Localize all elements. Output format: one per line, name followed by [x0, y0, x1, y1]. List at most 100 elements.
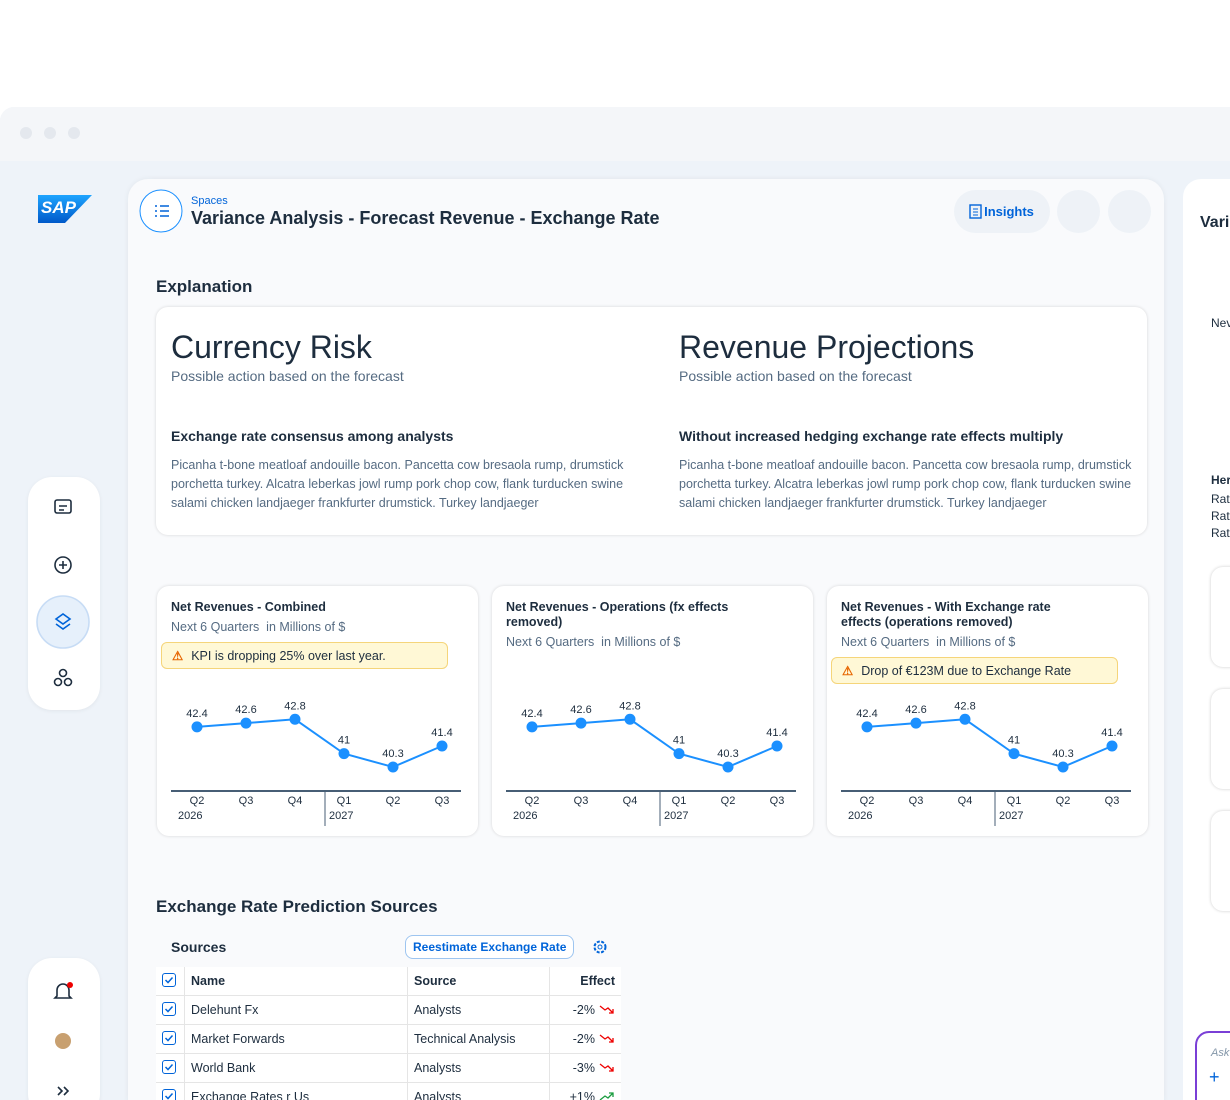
data-label: 42.8: [954, 700, 975, 712]
x-tick-label: Q2: [721, 795, 736, 807]
checkbox[interactable]: [162, 972, 176, 987]
data-label: 40.3: [717, 748, 738, 760]
data-label: 42.8: [284, 700, 305, 712]
data-point: [624, 713, 636, 725]
checkbox[interactable]: [162, 1001, 176, 1016]
data-point: [387, 761, 399, 773]
breadcrumb[interactable]: Spaces: [191, 195, 228, 207]
panel-text: Nev: [1211, 316, 1230, 330]
table-cell: World Bank: [184, 1053, 408, 1083]
nav-group: [28, 477, 100, 710]
toolbar-title: Sources: [171, 939, 227, 955]
series-line: [196, 718, 443, 769]
data-point: [436, 740, 448, 752]
card-heading: Exchange rate consensus among analysts: [171, 428, 454, 444]
explanation-card: Currency Risk Possible action based on th…: [156, 307, 1147, 535]
data-point: [240, 717, 252, 729]
explanation-column: Revenue Projections Possible action based…: [679, 329, 1149, 513]
x-group-label: 2027: [999, 810, 1023, 822]
cell-text: World Bank: [191, 1061, 256, 1075]
x-tick-label: Q3: [239, 795, 254, 807]
cell-text: Analysts: [414, 1090, 462, 1100]
table-cell: Exchange Rates r Us: [184, 1082, 408, 1100]
panel-line: Rat: [1211, 509, 1230, 523]
x-tick-label: Q4: [958, 795, 973, 807]
ask-input[interactable]: Ask +: [1195, 1031, 1230, 1100]
chart-subtitle: Next 6 Quarters in Millions of $: [506, 635, 681, 649]
column-header: Effect: [549, 967, 621, 996]
logo[interactable]: SAP: [38, 195, 92, 223]
cell-text: Analysts: [414, 1003, 462, 1017]
cell-text: Analysts: [414, 1061, 462, 1075]
header-checkbox-cell: [156, 967, 185, 996]
icon-button[interactable]: [1057, 190, 1100, 233]
check: [164, 976, 174, 984]
settings-button[interactable]: [590, 937, 610, 957]
line-chart: Q2 2026 Q3 Q4 Q1 2027 Q2 Q3 42.4 42.6 42.8 41 40.3 41…: [506, 700, 796, 826]
card-heading: Without increased hedging exchange rate …: [679, 428, 1064, 444]
data-label: 42.6: [235, 704, 256, 716]
data-point: [771, 740, 783, 752]
data-point: [722, 761, 734, 773]
check: [164, 1092, 174, 1100]
cell-text: Exchange Rates r Us: [191, 1090, 310, 1100]
data-label: 42.8: [619, 700, 640, 712]
chart-subtitle: Next 6 Quarters in Millions of $: [841, 635, 1016, 649]
menu-button[interactable]: [139, 189, 185, 235]
x-tick-label: Q3: [770, 795, 785, 807]
line-chart: Q2 2026 Q3 Q4 Q1 2027 Q2 Q3 42.4 42.6 42.8 41 40.3 41…: [841, 700, 1131, 826]
x-group-label: 2026: [848, 810, 872, 822]
data-label: 41: [338, 735, 350, 747]
line-chart: Q2 2026 Q3 Q4 Q1 2027 Q2 Q3 42.4 42.6 42.8 41 40.3 41…: [171, 700, 461, 826]
panel-title: Vari: [1200, 214, 1230, 231]
chart-header: Net Revenues - Operations (fx effects re…: [492, 586, 760, 649]
x-tick-label: Q2: [1056, 795, 1071, 807]
data-point: [1008, 748, 1020, 760]
side-panel: Vari Nev Her Rat Rat Rat Ask +: [1183, 179, 1230, 1100]
alert: ⚠ KPI is dropping 25% over last year.: [161, 642, 448, 669]
trend-arrow: [599, 1034, 614, 1043]
trend-arrow: [599, 1063, 614, 1072]
alert: ⚠ Drop of €123M due to Exchange Rate: [831, 657, 1118, 684]
table-cell: Technical Analysis: [407, 1024, 550, 1054]
trend-icon: [599, 1063, 614, 1072]
checkbox-cell: [156, 995, 185, 1025]
x-tick-label: Q3: [435, 795, 450, 807]
panel-heading: Her: [1211, 473, 1230, 487]
x-group-label: 2027: [329, 810, 353, 822]
panel-line: Rat: [1211, 526, 1230, 540]
ask-placeholder: Ask: [1211, 1047, 1230, 1059]
panel-lines: Rat Rat Rat: [1211, 491, 1230, 542]
chat-button[interactable]: [1108, 190, 1151, 233]
checkbox[interactable]: [162, 1088, 176, 1100]
trend-icon: [599, 1005, 614, 1014]
reestimate-button[interactable]: Reestimate Exchange Rate: [405, 935, 575, 959]
data-point: [959, 713, 971, 725]
checkbox[interactable]: [162, 1059, 176, 1074]
cell-text: Technical Analysis: [414, 1032, 516, 1046]
sources-table: Name Source Effect Delehunt Fx Analysts -2% Ma…: [156, 967, 621, 1100]
data-point: [526, 721, 538, 733]
series-line: [531, 718, 778, 769]
table-row: World Bank Analysts -3%: [156, 1053, 621, 1083]
x-tick-label: Q3: [1105, 795, 1120, 807]
cell-text: +1%: [569, 1090, 595, 1100]
cell-text: Delehunt Fx: [191, 1003, 259, 1017]
data-point: [861, 721, 873, 733]
add-icon[interactable]: +: [1209, 1067, 1220, 1087]
check: [164, 1063, 174, 1071]
x-tick-label: Q2: [386, 795, 401, 807]
data-label: 42.4: [856, 708, 877, 720]
data-label: 40.3: [1052, 748, 1073, 760]
data-point: [575, 717, 587, 729]
data-label: 42.4: [186, 708, 207, 720]
data-label: 41: [673, 735, 685, 747]
checkbox[interactable]: [162, 1030, 176, 1045]
panel-card: [1211, 567, 1230, 667]
x-tick-label: Q2: [525, 795, 540, 807]
nav-icons: [36, 499, 90, 687]
data-label: 41: [1008, 735, 1020, 747]
x-tick-label: Q1: [1007, 795, 1022, 807]
chart-subtitle: Next 6 Quarters in Millions of $: [171, 620, 346, 634]
